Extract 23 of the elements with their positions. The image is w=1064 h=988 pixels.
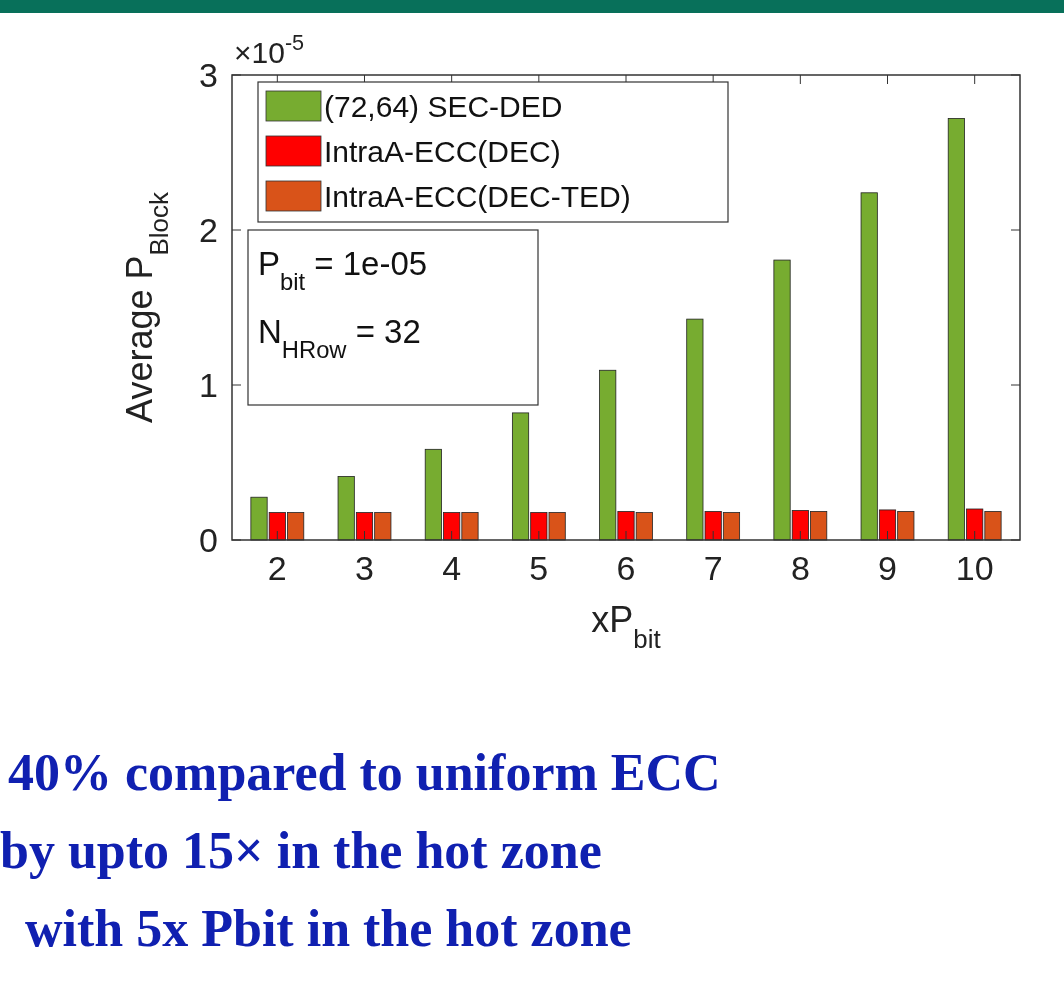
x-axis-title: xP$_{bit}$ — [591, 599, 662, 654]
x-tick-label: 5 — [529, 549, 549, 587]
x-tick-label: 7 — [703, 549, 723, 587]
text: with 5x Pbit in the hot zone — [25, 900, 632, 957]
legend-label: IntraA-ECC(DEC) — [324, 134, 561, 168]
x-tick-label: 10 — [955, 549, 994, 587]
y-tick-label: 0 — [199, 520, 218, 559]
legend-label: (72,64) SEC-DED — [324, 89, 563, 123]
text: by upto 15× in the hot zone — [0, 822, 602, 879]
annotation: N$_{H}$$_{Row}$ = 32 — [258, 313, 421, 363]
x-tick-label: 2 — [267, 549, 287, 587]
y-tick-label: 2 — [199, 210, 218, 249]
y-tick-label: 3 — [199, 55, 218, 94]
x-tick-label: 9 — [878, 549, 897, 587]
annotation: P$_{bit}$ = 1e-05 — [258, 245, 428, 295]
text: ×10$^{-5}$ — [234, 29, 305, 69]
x-tick-label: 6 — [616, 549, 636, 587]
y-tick-label: 1 — [199, 365, 218, 404]
x-tick-label: 8 — [790, 549, 810, 587]
x-tick-label: 4 — [442, 549, 462, 587]
text: 40% compared to uniform ECC — [8, 744, 721, 801]
legend-label: IntraA-ECC(DEC-TED) — [324, 179, 631, 213]
x-tick-label: 3 — [355, 549, 374, 587]
